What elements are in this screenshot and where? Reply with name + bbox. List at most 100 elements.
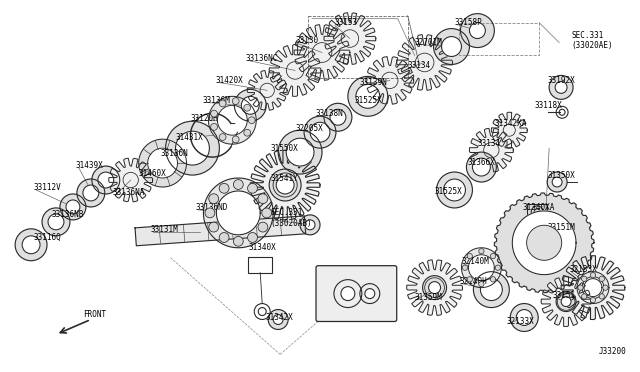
Polygon shape bbox=[470, 23, 485, 39]
Circle shape bbox=[490, 277, 495, 282]
Polygon shape bbox=[436, 172, 472, 208]
Polygon shape bbox=[577, 272, 609, 304]
Text: 33192X: 33192X bbox=[547, 76, 575, 85]
Circle shape bbox=[582, 294, 587, 299]
Text: 33134: 33134 bbox=[477, 139, 500, 148]
Circle shape bbox=[234, 180, 243, 189]
Polygon shape bbox=[472, 158, 490, 176]
Polygon shape bbox=[310, 122, 330, 142]
Circle shape bbox=[479, 282, 484, 287]
Polygon shape bbox=[92, 166, 120, 194]
Polygon shape bbox=[474, 272, 509, 308]
Text: 31525X: 31525X bbox=[355, 96, 383, 105]
Polygon shape bbox=[433, 29, 469, 64]
Polygon shape bbox=[510, 304, 538, 331]
Circle shape bbox=[232, 136, 239, 143]
Polygon shape bbox=[356, 84, 380, 108]
Polygon shape bbox=[552, 177, 562, 187]
Polygon shape bbox=[98, 172, 114, 188]
Polygon shape bbox=[77, 179, 105, 207]
Text: 33131M: 33131M bbox=[150, 225, 179, 234]
Polygon shape bbox=[561, 256, 625, 320]
Text: 31420X: 31420X bbox=[216, 76, 243, 85]
Polygon shape bbox=[135, 216, 306, 246]
Polygon shape bbox=[166, 121, 220, 175]
Text: 33116Q: 33116Q bbox=[33, 233, 61, 242]
Circle shape bbox=[209, 194, 219, 203]
Circle shape bbox=[599, 294, 604, 299]
Polygon shape bbox=[83, 185, 99, 201]
Text: 31366X: 31366X bbox=[467, 158, 495, 167]
Polygon shape bbox=[444, 179, 465, 201]
Polygon shape bbox=[48, 214, 64, 230]
Text: 31431X: 31431X bbox=[175, 133, 204, 142]
Circle shape bbox=[262, 208, 271, 218]
Circle shape bbox=[244, 105, 251, 111]
Text: 33139N: 33139N bbox=[360, 78, 388, 87]
Circle shape bbox=[479, 248, 484, 254]
Text: FRONT: FRONT bbox=[83, 310, 106, 319]
Polygon shape bbox=[584, 279, 602, 296]
Polygon shape bbox=[42, 208, 70, 236]
Circle shape bbox=[467, 277, 472, 282]
Polygon shape bbox=[481, 279, 502, 301]
Polygon shape bbox=[300, 215, 320, 235]
Circle shape bbox=[205, 208, 215, 218]
Circle shape bbox=[603, 285, 608, 290]
Text: 32205X: 32205X bbox=[295, 124, 323, 133]
Polygon shape bbox=[305, 220, 315, 230]
Text: 33158P: 33158P bbox=[454, 18, 483, 27]
Circle shape bbox=[244, 129, 251, 136]
Polygon shape bbox=[330, 109, 346, 125]
Text: 33136ND: 33136ND bbox=[195, 203, 228, 212]
Polygon shape bbox=[273, 314, 283, 324]
Circle shape bbox=[220, 134, 226, 141]
Text: 31359M: 31359M bbox=[415, 293, 442, 302]
Circle shape bbox=[582, 276, 587, 282]
Text: 31340X: 31340X bbox=[248, 243, 276, 252]
Polygon shape bbox=[541, 277, 591, 327]
Text: 33136NA: 33136NA bbox=[113, 189, 145, 198]
Circle shape bbox=[219, 183, 229, 193]
Polygon shape bbox=[365, 289, 375, 299]
Text: 32133X: 32133X bbox=[569, 265, 597, 274]
Text: 33136NC: 33136NC bbox=[245, 54, 278, 63]
Polygon shape bbox=[209, 96, 256, 144]
Polygon shape bbox=[324, 13, 376, 64]
Polygon shape bbox=[304, 116, 336, 148]
Text: 33138N: 33138N bbox=[315, 109, 343, 118]
Text: SEC.331
(33020AB): SEC.331 (33020AB) bbox=[270, 208, 312, 228]
Circle shape bbox=[248, 232, 257, 243]
Circle shape bbox=[209, 222, 219, 232]
Polygon shape bbox=[278, 130, 322, 174]
Text: J33200: J33200 bbox=[599, 347, 627, 356]
Polygon shape bbox=[360, 283, 380, 304]
Polygon shape bbox=[549, 76, 573, 99]
Polygon shape bbox=[15, 229, 47, 261]
Polygon shape bbox=[556, 292, 576, 311]
Polygon shape bbox=[247, 71, 287, 110]
Circle shape bbox=[232, 98, 239, 105]
Circle shape bbox=[578, 285, 583, 290]
Polygon shape bbox=[348, 76, 388, 116]
Polygon shape bbox=[216, 191, 260, 235]
Circle shape bbox=[467, 253, 472, 259]
FancyBboxPatch shape bbox=[316, 266, 397, 321]
Polygon shape bbox=[269, 45, 321, 96]
Polygon shape bbox=[494, 193, 594, 293]
Circle shape bbox=[599, 276, 604, 282]
Text: 32133X: 32133X bbox=[506, 317, 534, 326]
Polygon shape bbox=[469, 128, 513, 172]
Polygon shape bbox=[241, 96, 259, 114]
Circle shape bbox=[590, 298, 596, 303]
Polygon shape bbox=[341, 286, 355, 301]
Text: 31342X: 31342X bbox=[265, 313, 293, 322]
Circle shape bbox=[211, 110, 218, 117]
Text: 31340XA: 31340XA bbox=[522, 203, 555, 212]
Polygon shape bbox=[276, 176, 294, 194]
Text: 32140M: 32140M bbox=[461, 257, 489, 266]
Bar bbox=[527, 204, 547, 220]
Polygon shape bbox=[561, 296, 571, 307]
Polygon shape bbox=[492, 112, 527, 148]
Circle shape bbox=[590, 273, 596, 278]
